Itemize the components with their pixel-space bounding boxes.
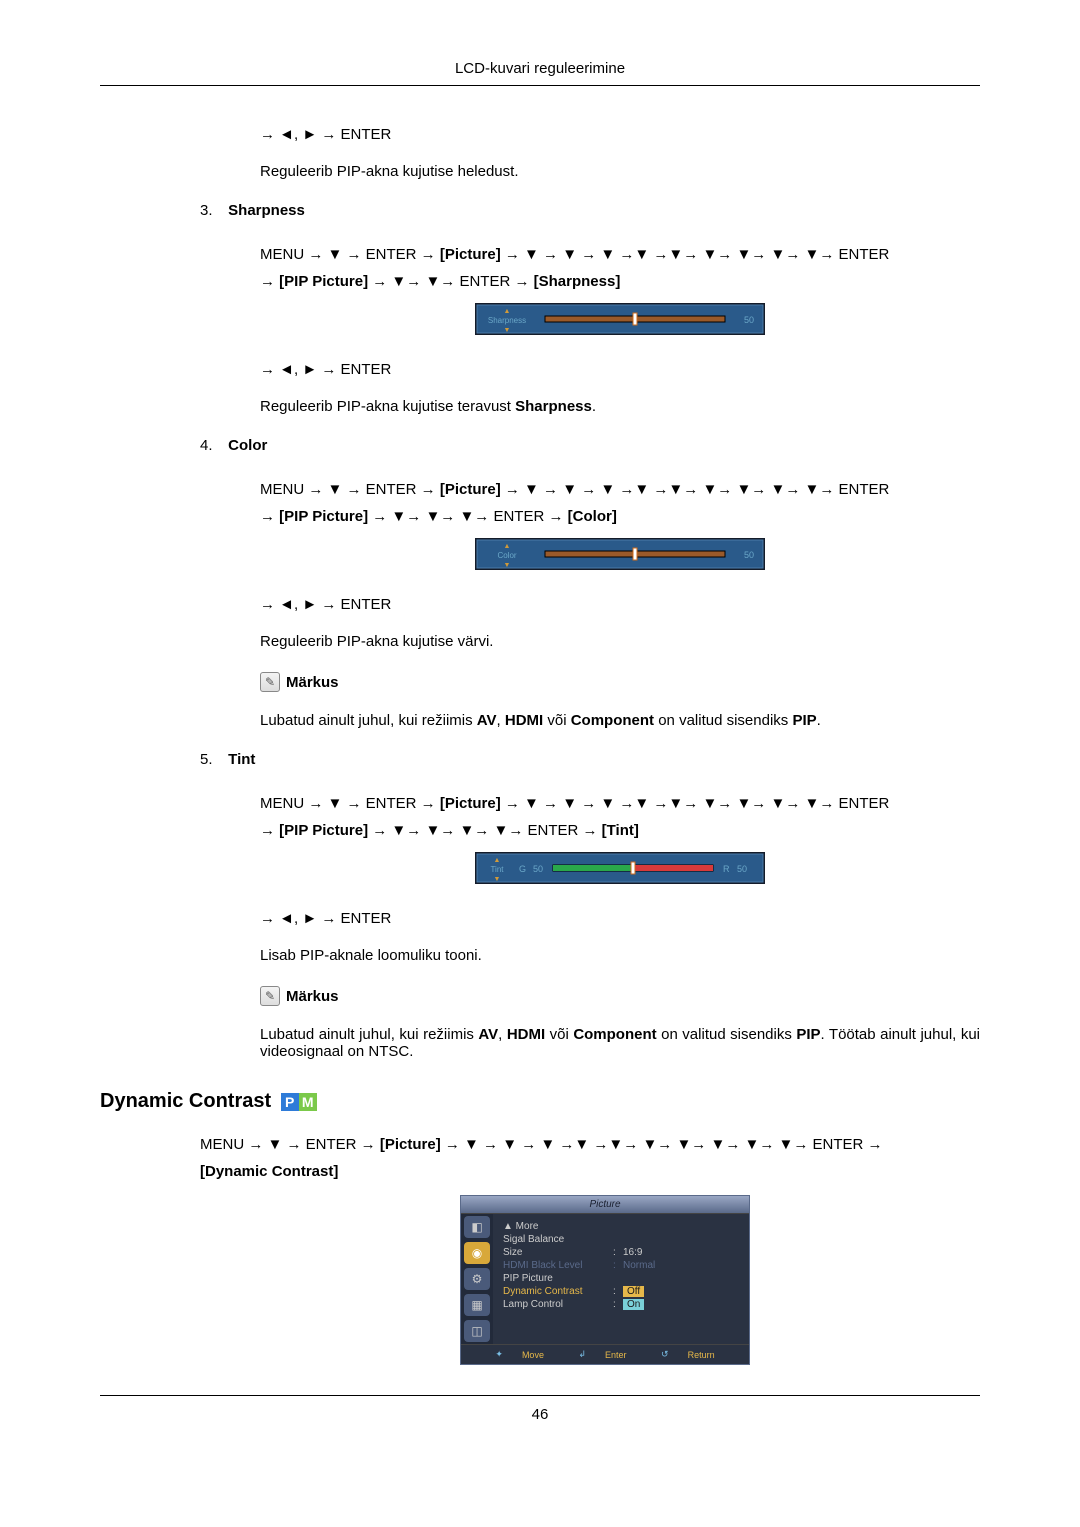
osd-menu-row-label: Sigal Balance [503, 1234, 613, 1245]
note-row-color: ✎ Märkus [260, 672, 980, 692]
item4-title: Color [228, 437, 267, 454]
osd-menu-row-value [623, 1273, 741, 1284]
adjust-sequence-color: → ◄, ► → ENTER [260, 596, 980, 613]
osd-menu-row-label: HDMI Black Level [503, 1260, 613, 1271]
osd-menu-title: Picture [589, 1199, 620, 1210]
list-item-tint: 5. Tint [200, 751, 980, 768]
osd-menu-list: ▲ More Sigal BalanceSize:16:9HDMI Black L… [493, 1214, 749, 1344]
osd-menu-row-value [623, 1234, 741, 1245]
osd-menu-row-label: Lamp Control [503, 1299, 613, 1310]
adjust-sequence-tint: → ◄, ► → ENTER [260, 910, 980, 927]
note-row-tint: ✎ Märkus [260, 986, 980, 1006]
page-footer: 46 [100, 1395, 980, 1423]
osd-menu-row-value: On [623, 1299, 644, 1310]
osd-menu-row-label: PIP Picture [503, 1273, 613, 1284]
list-item-color: 4. Color [200, 437, 980, 454]
note-label-tint: Märkus [286, 988, 339, 1005]
osd-menu-icon-column: ◧ ◉ ⚙ ▦ ◫ [461, 1214, 493, 1344]
osd-menu-row: Sigal Balance [503, 1233, 741, 1246]
osd-menu-row: Size:16:9 [503, 1246, 741, 1259]
osd-menu-row: Dynamic Contrast:Off [503, 1285, 741, 1298]
osd-menu-titlebar: Picture [461, 1196, 749, 1214]
svg-text:Sharpness: Sharpness [488, 316, 526, 325]
nav-sequence-dynamic-contrast: MENU → ▼ → ENTER → [Picture] → ▼ → ▼ → ▼… [200, 1131, 980, 1185]
nav-sequence-tint: MENU → ▼ → ENTER → [Picture] → ▼ → ▼ → ▼… [260, 790, 980, 844]
osd-slider-color: ▲Color ▼ 50 [475, 538, 765, 570]
osd-slider-tint: ▲Tint ▼ G 50 R 50 [475, 852, 765, 884]
item3-number: 3. [200, 202, 224, 219]
item5-title: Tint [228, 751, 255, 768]
osd-menu-row-label: Dynamic Contrast [503, 1286, 613, 1297]
description-sharpness: Reguleerib PIP-akna kujutise teravust Sh… [260, 398, 980, 415]
adjust-sequence-contrast: → ◄, ► → ENTER [260, 126, 980, 143]
page-number: 46 [532, 1406, 549, 1423]
list-item-sharpness: 3. Sharpness [200, 202, 980, 219]
item4-number: 4. [200, 437, 224, 454]
svg-text:▲: ▲ [504, 543, 511, 550]
item5-number: 5. [200, 751, 224, 768]
osd-slider-sharpness: ▲Sharpness ▼ 50 [475, 303, 765, 335]
svg-text:Tint: Tint [490, 865, 504, 874]
description-color: Reguleerib PIP-akna kujutise värvi. [260, 633, 980, 650]
osd-menu-row-label: ▲ More [503, 1221, 613, 1232]
osd-menu-row-value: 16:9 [623, 1247, 741, 1258]
note-label-color: Märkus [286, 674, 339, 691]
osd-menu-row: Lamp Control:On [503, 1298, 741, 1311]
adjust-sequence-sharpness: → ◄, ► → ENTER [260, 361, 980, 378]
osd-menu-icon: ◧ [464, 1216, 490, 1238]
osd-menu-row-value: Off [623, 1286, 644, 1297]
header-title: LCD-kuvari reguleerimine [455, 60, 625, 77]
pm-badge-icon: PM [281, 1090, 317, 1113]
item3-title: Sharpness [228, 202, 305, 219]
svg-text:▲: ▲ [494, 857, 501, 864]
note-body-tint: Lubatud ainult juhul, kui režiimis AV, H… [260, 1026, 980, 1060]
heading-dynamic-contrast: Dynamic Contrast PM [100, 1090, 980, 1113]
osd-menu-row-value [623, 1221, 741, 1232]
nav-sequence-sharpness: MENU → ▼ → ENTER → [Picture] → ▼ → ▼ → ▼… [260, 241, 980, 295]
svg-text:R: R [723, 864, 730, 874]
osd-menu-row: PIP Picture [503, 1272, 741, 1285]
note-icon: ✎ [260, 672, 280, 692]
osd-menu-icon: ⚙ [464, 1268, 490, 1290]
osd-menu-row: HDMI Black Level:Normal [503, 1259, 741, 1272]
svg-text:▲: ▲ [504, 308, 511, 315]
nav-sequence-color: MENU → ▼ → ENTER → [Picture] → ▼ → ▼ → ▼… [260, 476, 980, 530]
svg-text:50: 50 [744, 550, 754, 560]
osd-menu-footer: ✦Move ↲Enter ↺Return [461, 1344, 749, 1364]
osd-menu-picture: Picture ◧ ◉ ⚙ ▦ ◫ ▲ More Sigal BalanceSize:16… [460, 1195, 750, 1365]
svg-text:▼: ▼ [504, 562, 511, 569]
description-tint: Lisab PIP-aknale loomuliku tooni. [260, 947, 980, 964]
svg-text:50: 50 [744, 315, 754, 325]
osd-menu-row-value: Normal [623, 1260, 741, 1271]
osd-menu-icon: ◫ [464, 1320, 490, 1342]
osd-menu-row-label: Size [503, 1247, 613, 1258]
svg-text:▼: ▼ [504, 327, 511, 334]
description-contrast: Reguleerib PIP-akna kujutise heledust. [260, 163, 980, 180]
page-header: LCD-kuvari reguleerimine [100, 60, 980, 86]
heading-text: Dynamic Contrast [100, 1090, 271, 1112]
svg-text:G: G [519, 864, 526, 874]
svg-text:50: 50 [533, 864, 543, 874]
note-body-color: Lubatud ainult juhul, kui režiimis AV, H… [260, 712, 980, 729]
osd-menu-row: ▲ More [503, 1220, 741, 1233]
svg-text:50: 50 [737, 864, 747, 874]
note-icon: ✎ [260, 986, 280, 1006]
osd-menu-icon: ◉ [464, 1242, 490, 1264]
osd-menu-icon: ▦ [464, 1294, 490, 1316]
svg-text:▼: ▼ [494, 876, 501, 883]
svg-text:Color: Color [497, 551, 516, 560]
